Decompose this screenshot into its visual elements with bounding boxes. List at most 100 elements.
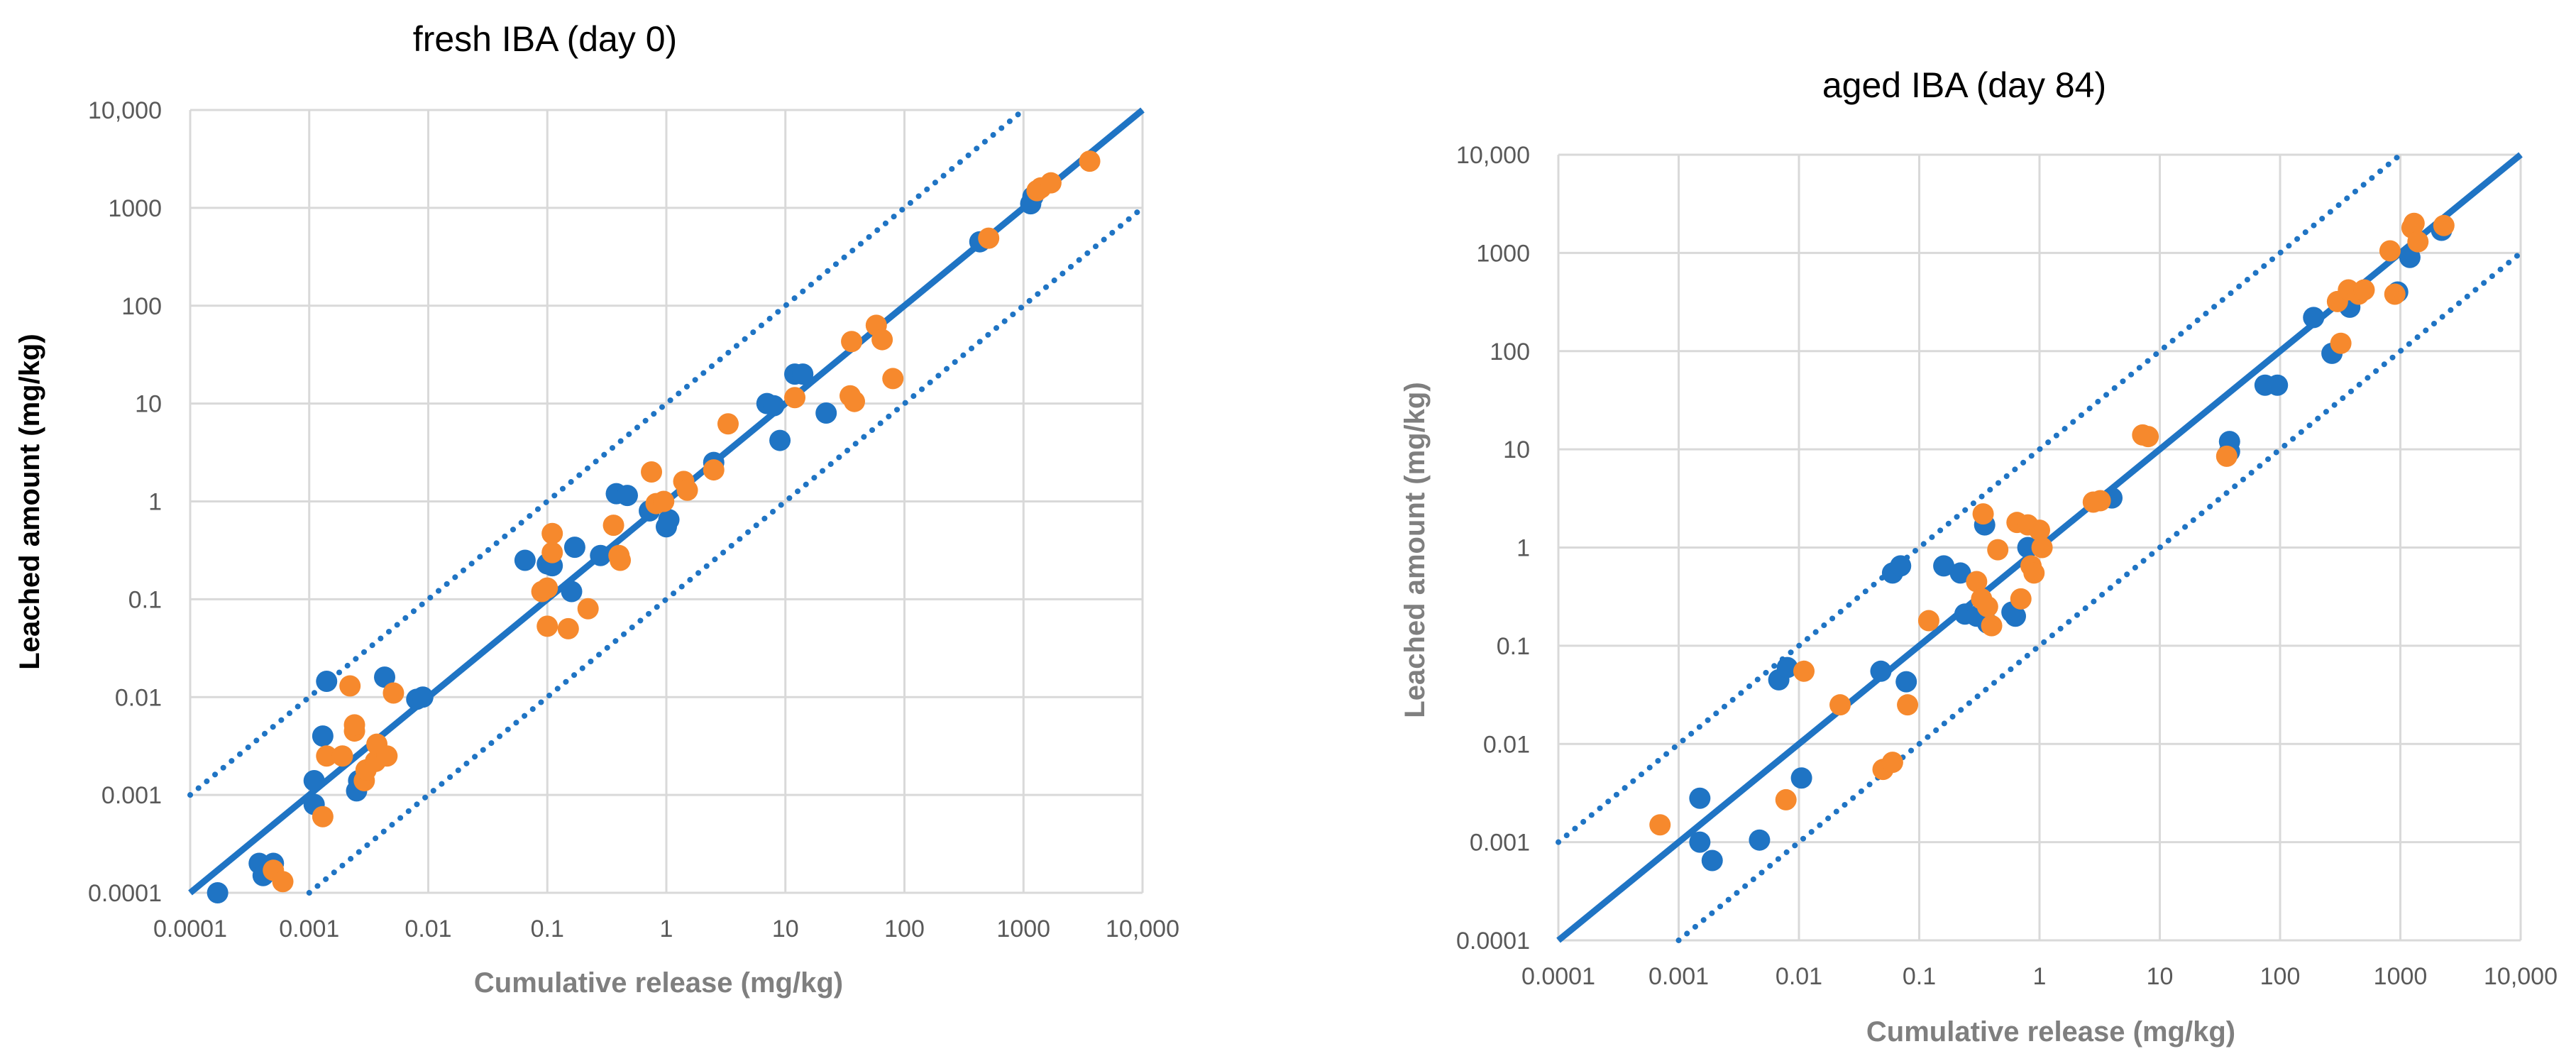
x-tick-label: 0.1 xyxy=(531,916,564,942)
data-point-orange xyxy=(978,227,1000,249)
data-point-blue xyxy=(514,549,536,571)
y-tick-label: 1000 xyxy=(108,195,162,222)
data-point-orange xyxy=(717,413,739,435)
dotted-bound-line xyxy=(306,204,1145,896)
x-tick-label: 1 xyxy=(660,916,673,942)
data-point-orange xyxy=(2010,588,2032,610)
data-point-orange xyxy=(871,329,893,351)
dotted-bound-line xyxy=(187,107,1027,798)
y-tick-label: 100 xyxy=(121,293,162,320)
data-point-orange xyxy=(577,598,599,620)
data-point-orange xyxy=(2029,519,2050,542)
data-point-blue xyxy=(561,581,583,603)
data-point-orange xyxy=(703,459,725,481)
data-point-orange xyxy=(1079,150,1101,172)
data-point-orange xyxy=(602,515,624,537)
y-tick-label: 0.1 xyxy=(128,586,162,613)
data-point-blue xyxy=(1895,671,1917,693)
y-tick-label: 0.0001 xyxy=(88,880,162,907)
data-point-blue xyxy=(1790,767,1812,789)
x-tick-label: 10,000 xyxy=(1106,916,1179,942)
data-point-orange xyxy=(2137,426,2159,448)
chart-aged-iba: aged IBA (day 84) 0.0001 0.001 0.01 0.1 1 10 1… xyxy=(1399,65,2558,1048)
y-tick-labels: 0.0001 0.001 0.01 0.1 1 10 100 1000 10,000 xyxy=(1456,142,1530,955)
data-point-blue xyxy=(616,485,638,507)
chart-title: fresh IBA (day 0) xyxy=(413,19,677,59)
y-tick-label: 0.001 xyxy=(1470,830,1530,857)
y-tick-label: 1 xyxy=(148,489,162,516)
data-point-orange xyxy=(1881,752,1903,774)
data-point-orange xyxy=(1897,694,1919,716)
data-point-blue xyxy=(303,769,325,791)
chart-title: aged IBA (day 84) xyxy=(1822,65,2106,105)
data-point-orange xyxy=(312,806,334,828)
data-point-orange xyxy=(1976,595,1998,617)
data-point-orange xyxy=(1793,660,1815,682)
data-point-blue xyxy=(312,725,334,747)
data-point-orange xyxy=(1649,814,1671,836)
data-point-blue xyxy=(769,429,791,451)
data-point-orange xyxy=(2407,231,2429,253)
x-tick-label: 0.01 xyxy=(404,916,451,942)
x-tick-label: 0.001 xyxy=(279,916,339,942)
data-point-orange xyxy=(676,479,698,501)
data-point-blue xyxy=(815,402,837,424)
data-point-blue xyxy=(590,544,612,566)
data-point-orange xyxy=(541,542,563,564)
data-point-orange xyxy=(331,745,353,767)
data-point-orange xyxy=(2353,279,2375,301)
data-point-orange xyxy=(2031,537,2053,559)
x-tick-label: 1000 xyxy=(2374,963,2428,990)
data-point-blue xyxy=(2399,246,2421,268)
data-point-blue xyxy=(1689,787,1711,809)
x-tick-label: 10 xyxy=(2147,963,2174,990)
data-point-orange xyxy=(1917,610,1939,632)
y-tick-label: 0.01 xyxy=(115,684,162,711)
data-point-orange xyxy=(841,331,863,353)
y-tick-label: 10,000 xyxy=(88,97,162,124)
data-points xyxy=(207,150,1101,903)
data-point-blue xyxy=(2267,374,2289,396)
dotted-bound-line xyxy=(1675,250,2523,943)
data-point-orange xyxy=(653,490,675,512)
data-point-orange xyxy=(2433,214,2455,236)
x-axis-label: Cumulative release (mg/kg) xyxy=(474,967,843,999)
data-point-orange xyxy=(2403,212,2425,234)
data-point-blue xyxy=(658,509,680,531)
y-tick-label: 100 xyxy=(1490,339,1530,365)
data-point-blue xyxy=(412,686,434,708)
data-point-orange xyxy=(1966,571,1988,593)
y-axis-label: Leached amount (mg/kg) xyxy=(1399,382,1431,718)
data-point-orange xyxy=(1972,503,1994,525)
data-point-orange xyxy=(536,615,558,637)
x-tick-labels: 0.0001 0.001 0.01 0.1 1 10 100 1000 10,000 xyxy=(1521,963,2558,990)
data-point-orange xyxy=(376,745,398,767)
data-point-blue xyxy=(1870,660,1892,682)
data-point-orange xyxy=(2216,445,2238,467)
data-point-orange xyxy=(784,387,806,409)
x-tick-label: 0.01 xyxy=(1776,963,1822,990)
y-tick-label: 1000 xyxy=(1476,240,1530,267)
data-point-orange xyxy=(2379,240,2401,262)
x-tick-label: 10 xyxy=(772,916,799,942)
x-tick-labels: 0.0001 0.001 0.01 0.1 1 10 100 1000 10,000 xyxy=(153,916,1179,942)
y-tick-label: 10,000 xyxy=(1456,142,1530,169)
data-point-blue xyxy=(207,882,229,903)
y-tick-label: 0.001 xyxy=(101,782,162,809)
x-tick-label: 0.0001 xyxy=(153,916,227,942)
y-tick-label: 1 xyxy=(1517,535,1530,562)
x-tick-label: 0.1 xyxy=(1903,963,1936,990)
data-point-orange xyxy=(641,461,663,483)
data-point-orange xyxy=(536,577,558,599)
y-tick-label: 0.1 xyxy=(1497,633,1530,660)
data-point-blue xyxy=(1749,829,1771,851)
data-point-orange xyxy=(339,675,361,697)
data-point-blue xyxy=(316,671,338,693)
data-point-orange xyxy=(882,368,904,390)
x-tick-label: 100 xyxy=(884,916,925,942)
data-point-blue xyxy=(2303,307,2325,329)
data-point-blue xyxy=(1933,555,1955,577)
data-point-blue xyxy=(763,395,785,417)
y-tick-label: 10 xyxy=(135,391,162,418)
